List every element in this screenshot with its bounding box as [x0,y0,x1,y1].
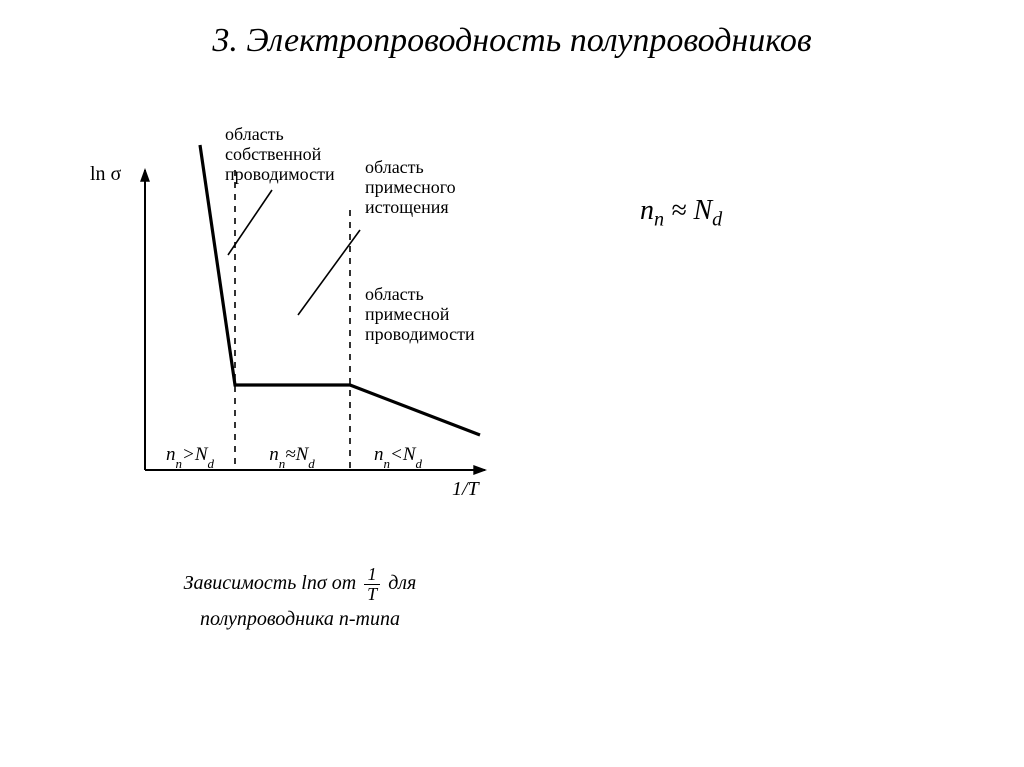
caption-frac-num: 1 [364,565,380,585]
conductivity-chart: ln σ1/Tобластьсобственнойпроводимостиобл… [80,115,510,535]
slide-title: 3. Электропроводность полупроводников [0,22,1024,60]
svg-text:проводимости: проводимости [225,164,335,184]
chart-caption: Зависимость lnσ от 1 T для полупроводник… [130,565,470,634]
slide: 3. Электропроводность полупроводников ln… [0,0,1024,767]
svg-text:область: область [225,124,284,144]
formula-nn-nd: nn ≈ Nd [640,195,722,232]
svg-text:1/T: 1/T [452,478,481,500]
svg-text:проводимости: проводимости [365,324,475,344]
caption-fraction: 1 T [364,565,380,604]
caption-frac-den: T [364,585,380,604]
svg-text:область: область [365,157,424,177]
svg-text:примесной: примесной [365,304,450,324]
svg-text:истощения: истощения [365,197,449,217]
svg-text:собственной: собственной [225,144,322,164]
svg-text:область: область [365,284,424,304]
chart-svg: ln σ1/Tобластьсобственнойпроводимостиобл… [80,115,510,535]
svg-text:примесного: примесного [365,177,456,197]
svg-text:ln σ: ln σ [90,163,122,185]
caption-prefix: Зависимость lnσ от [184,572,357,594]
